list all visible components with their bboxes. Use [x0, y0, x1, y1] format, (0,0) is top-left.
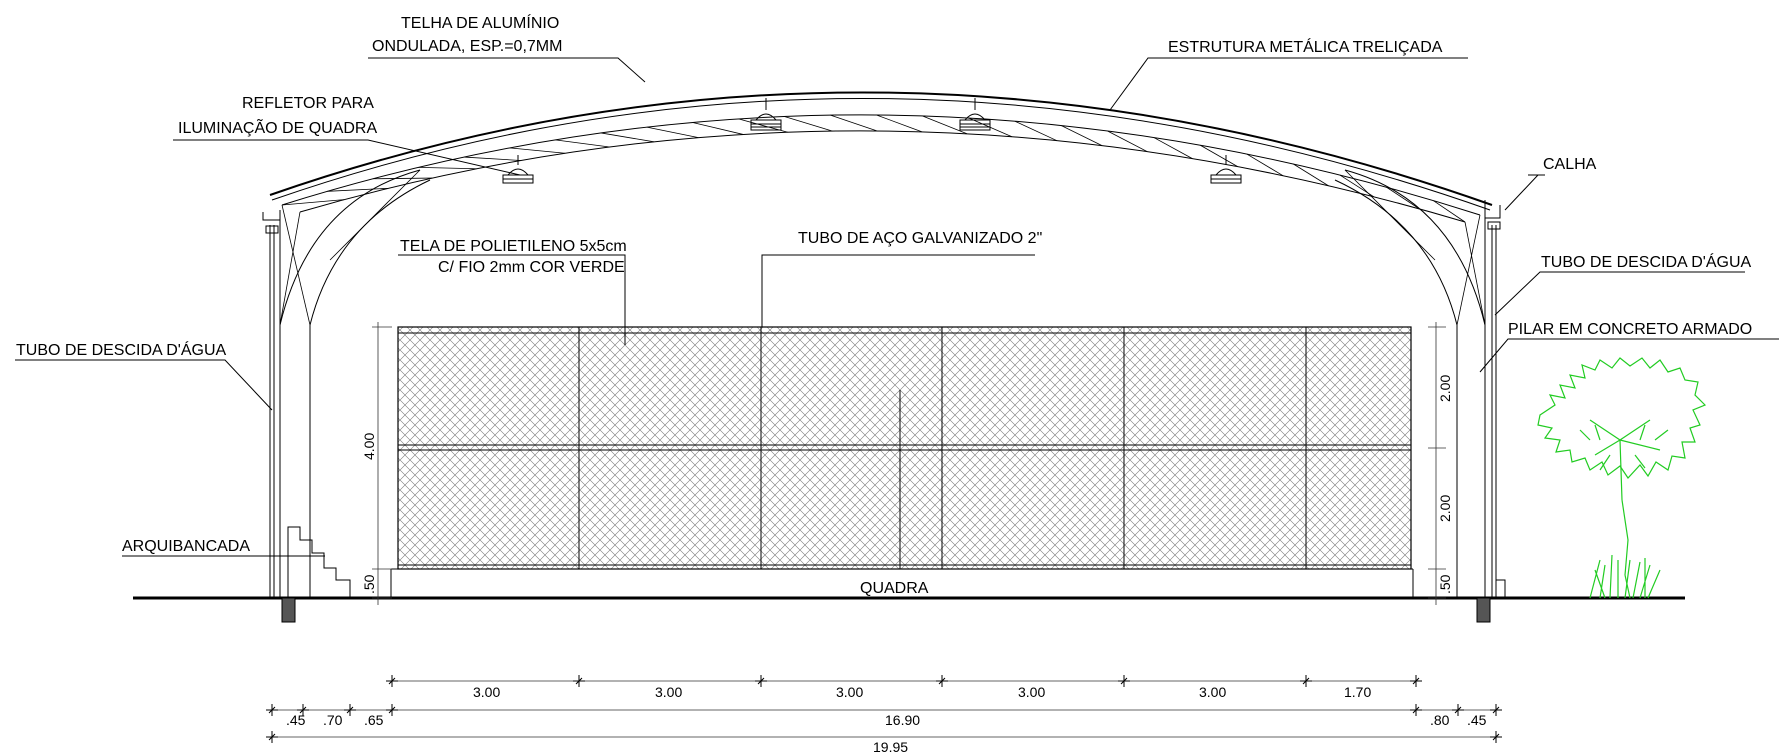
truss-diagonal: [1200, 144, 1238, 167]
label-refletor-1: REFLETOR PARA: [242, 95, 374, 112]
label-telha-2: ONDULADA, ESP.=0,7MM: [372, 38, 562, 55]
label-tubo-descida-right: TUBO DE DESCIDA D'ÁGUA: [1541, 252, 1752, 271]
arch-brace: [1464, 221, 1486, 326]
truss-diagonal: [327, 187, 389, 192]
arch-brace: [329, 169, 421, 261]
truss-diagonal: [418, 166, 477, 170]
arch-brace: [281, 204, 311, 326]
dimension-tick: [1410, 675, 1422, 687]
truss-diagonals: [279, 114, 1486, 326]
truss-diagonal: [922, 115, 968, 135]
label-pilar: PILAR EM CONCRETO ARMADO: [1508, 321, 1752, 338]
dimension-tick: [344, 704, 356, 716]
arch-brace: [1344, 169, 1436, 261]
truss-diagonal: [555, 139, 610, 148]
truss-diagonal: [692, 122, 744, 135]
label-refletor-2: ILUMINAÇÃO DE QUADRA: [178, 117, 377, 137]
dim-row1-5: 3.00: [1199, 684, 1226, 700]
dim-right-lower: 2.00: [1437, 495, 1453, 522]
court-light-4: [1210, 155, 1242, 184]
truss-diagonal: [1107, 130, 1148, 152]
dimension-tick: [573, 675, 585, 687]
truss-diagonal: [1153, 137, 1193, 159]
pillar-left: [262, 210, 311, 598]
label-tubo-aco: TUBO DE AÇO GALVANIZADO 2": [798, 230, 1042, 247]
dimension-tick: [1452, 704, 1464, 716]
dim-row1-4: 3.00: [1018, 684, 1045, 700]
court-light-3: [959, 98, 991, 131]
dim-horizontal: [266, 675, 1502, 743]
bleachers: [287, 526, 351, 598]
dimension-tick: [386, 675, 398, 687]
label-tela-2: C/ FIO 2mm COR VERDE: [438, 259, 625, 276]
truss-diagonal: [1061, 125, 1103, 147]
label-tela-1: TELA DE POLIETILENO 5x5cm: [400, 238, 627, 255]
truss-diagonal: [646, 126, 699, 138]
dim-row1-3: 3.00: [836, 684, 863, 700]
truss-diagonal: [876, 114, 923, 133]
dimension-tick: [1118, 675, 1130, 687]
truss-diagonal: [1246, 153, 1284, 177]
dim-row1-1: 3.00: [473, 684, 500, 700]
truss-diagonal: [600, 132, 655, 143]
dimension-tick: [936, 675, 948, 687]
truss-diagonal: [509, 147, 566, 154]
label-arquibancada: ARQUIBANCADA: [122, 538, 250, 555]
leader-lines: [15, 57, 1779, 557]
dim-left-height: 4.00: [361, 433, 377, 460]
dim-row2-4: 16.90: [885, 712, 920, 728]
dimension-tick: [1410, 704, 1422, 716]
dim-row2-3: .65: [364, 712, 384, 728]
label-quadra: QUADRA: [860, 580, 929, 597]
dimension-tick: [1490, 731, 1502, 743]
dim-row2-1: .45: [286, 712, 306, 728]
arch-brace: [279, 211, 301, 326]
truss-diagonal: [463, 156, 521, 161]
label-tubo-descida-left: TUBO DE DESCIDA D'ÁGUA: [16, 340, 227, 359]
dim-right-upper: 2.00: [1437, 375, 1453, 402]
dim-row2-2: .70: [323, 712, 343, 728]
pillar-right: [1456, 200, 1506, 598]
court-light-2: [750, 98, 782, 131]
dimension-tick: [386, 704, 398, 716]
dimension-tick: [266, 704, 278, 716]
dimension-tick: [266, 731, 278, 743]
tree: [1537, 357, 1707, 599]
footing-right: [1476, 597, 1491, 623]
dimension-tick: [755, 675, 767, 687]
dim-row2-5: .80: [1430, 712, 1450, 728]
label-estrutura: ESTRUTURA METÁLICA TRELIÇADA: [1168, 37, 1443, 56]
truss-diagonal: [1293, 163, 1329, 187]
truss-diagonal: [1386, 186, 1420, 210]
dimension-tick: [297, 704, 309, 716]
truss-diagonal: [830, 114, 878, 132]
label-calha: CALHA: [1543, 156, 1597, 173]
truss-diagonal: [1433, 200, 1466, 223]
dim-total: 19.95: [873, 739, 908, 753]
dim-left-base: .50: [361, 574, 377, 594]
dim-row1-6: 1.70: [1344, 684, 1371, 700]
truss-diagonal: [372, 177, 433, 180]
dimension-tick: [1490, 704, 1502, 716]
truss-diagonal: [784, 116, 833, 132]
footing-left: [281, 597, 296, 623]
truss-diagonal: [281, 199, 345, 206]
dimension-tick: [1300, 675, 1312, 687]
fence: [390, 326, 1414, 598]
roof: [269, 91, 1493, 223]
dim-row1-2: 3.00: [655, 684, 682, 700]
arch-brace: [1456, 214, 1481, 326]
dim-right-vertical: 2.00 2.00 .50: [1428, 322, 1453, 605]
dim-right-base: .50: [1437, 574, 1453, 594]
label-telha-1: TELHA DE ALUMÍNIO: [401, 13, 559, 32]
dim-left-vertical: 4.00 .50: [361, 322, 392, 605]
truss-diagonal: [1014, 120, 1058, 142]
dim-row2-6: .45: [1467, 712, 1487, 728]
